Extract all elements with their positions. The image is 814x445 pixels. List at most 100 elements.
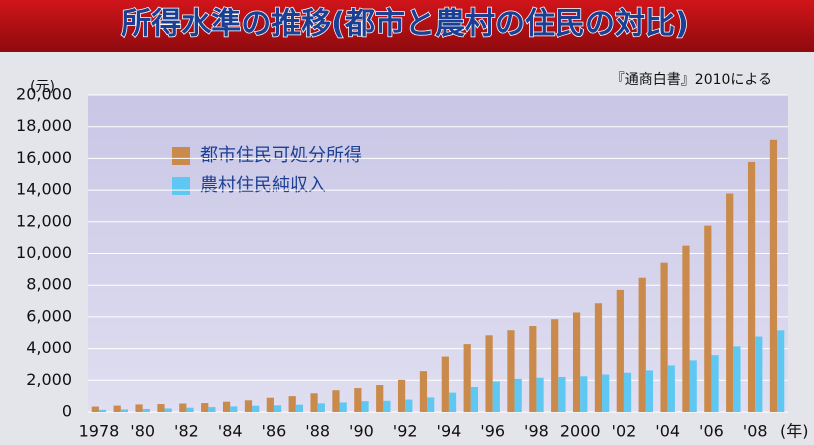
bar (295, 404, 304, 412)
bar (580, 376, 588, 412)
y-tick-label: 18,000 (16, 116, 72, 135)
bar (339, 402, 347, 412)
bar (470, 386, 479, 412)
bar (441, 356, 449, 412)
bar (682, 245, 690, 412)
x-tick-label: '94 (437, 422, 462, 441)
legend-label: 都市住民可処分所得 (200, 145, 362, 166)
legend-swatch (172, 147, 190, 165)
y-tick-label: 8,000 (26, 275, 72, 294)
x-tick-label: 2000 (560, 422, 601, 441)
bar (120, 409, 129, 412)
x-tick-label: '06 (699, 422, 724, 441)
bar (230, 406, 238, 412)
chart-title: 所得水準の推移(都市と農村の住民の対比) (121, 7, 688, 42)
bar (252, 405, 260, 412)
bar (98, 409, 107, 412)
bar (485, 335, 493, 412)
x-unit: (年) (780, 422, 809, 441)
y-tick-label: 14,000 (16, 180, 72, 199)
bar (623, 372, 632, 412)
bar (427, 397, 435, 412)
bar (689, 360, 697, 412)
x-tick-label: '86 (262, 422, 287, 441)
bar (419, 371, 428, 412)
bar (288, 396, 296, 412)
y-tick-label: 2,000 (26, 370, 72, 389)
y-tick-label: 16,000 (16, 148, 72, 167)
x-tick-label: '08 (743, 422, 768, 441)
bar (638, 277, 646, 412)
y-tick-label: 20,000 (16, 85, 72, 104)
bar (208, 407, 216, 412)
bar (536, 377, 544, 412)
bar (507, 330, 515, 412)
bar (397, 379, 406, 412)
bar (383, 400, 391, 412)
bar (667, 365, 675, 412)
x-tick-label: 1978 (79, 422, 120, 441)
y-tick-label: 0 (62, 402, 72, 421)
bar (704, 225, 712, 412)
bar (376, 385, 384, 412)
bar (91, 406, 99, 412)
x-tick-label: '98 (524, 422, 549, 441)
bar (660, 262, 668, 412)
x-tick-label: '02 (612, 422, 637, 441)
bar (645, 370, 654, 412)
bar (222, 401, 231, 412)
bar (711, 355, 719, 412)
title-band (0, 0, 814, 52)
bar (448, 392, 457, 412)
bar (244, 400, 253, 412)
bar (354, 388, 362, 412)
bar (201, 403, 209, 412)
bar (135, 404, 143, 412)
x-tick-label: '80 (130, 422, 155, 441)
y-unit: (元) (30, 79, 55, 95)
bar (405, 399, 413, 412)
y-tick-label: 6,000 (26, 306, 72, 325)
bar (317, 403, 325, 412)
bar (186, 407, 194, 412)
bar (273, 405, 282, 412)
bar (179, 403, 187, 412)
bar (361, 401, 369, 412)
bar (594, 303, 603, 412)
bar (164, 408, 172, 412)
bar (755, 336, 763, 412)
x-tick-label: '92 (393, 422, 418, 441)
bar (733, 346, 741, 412)
bar (142, 408, 150, 412)
x-tick-label: '96 (480, 422, 505, 441)
legend-swatch (172, 177, 190, 195)
bar (769, 139, 778, 412)
bar (616, 289, 624, 412)
bar (266, 397, 274, 412)
x-tick-label: '82 (174, 422, 199, 441)
bar (463, 344, 471, 412)
bar (726, 193, 734, 412)
bar (529, 326, 537, 412)
y-tick-label: 4,000 (26, 338, 72, 357)
bar (602, 374, 610, 412)
bar (310, 393, 318, 412)
x-tick-label: '90 (349, 422, 374, 441)
bar (157, 404, 165, 412)
y-tick-label: 12,000 (16, 211, 72, 230)
bar (572, 312, 581, 412)
legend-label: 農村住民純収入 (200, 175, 326, 196)
x-tick-label: '84 (218, 422, 243, 441)
x-tick-label: '88 (305, 422, 330, 441)
bar (777, 330, 785, 412)
bar (113, 405, 121, 412)
bar (558, 376, 566, 412)
source-note: 『通商白書』2010による (611, 72, 772, 88)
bar (332, 390, 340, 412)
bar (492, 381, 500, 412)
bar (514, 378, 522, 412)
bar (747, 161, 756, 412)
x-tick-label: '04 (655, 422, 680, 441)
y-tick-label: 10,000 (16, 243, 72, 262)
